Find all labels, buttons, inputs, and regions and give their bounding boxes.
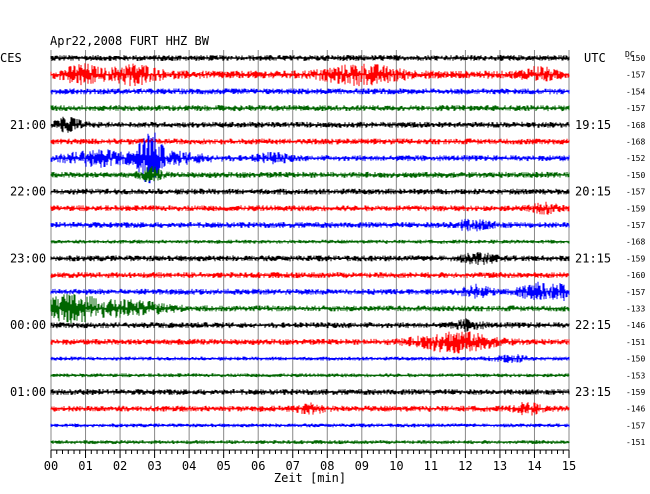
left-timezone-label: CES [0,51,22,65]
dc-offset-label-22: -157 [626,421,645,430]
dc-offset-label-14: -157 [626,288,645,297]
right-hour-label-4: 23:15 [575,385,611,399]
right-hour-label-3: 22:15 [575,318,611,332]
right-timezone-label: UTC [584,51,606,65]
x-tick-label-3: 03 [147,459,161,473]
x-tick-label-11: 11 [424,459,438,473]
dc-offset-label-5: -168 [626,138,645,147]
dc-offset-label-23: -151 [626,438,645,447]
seismogram-traces [50,55,570,445]
dc-offset-label-20: -159 [626,388,645,397]
left-hour-label-3: 00:00 [10,318,46,332]
dc-offset-label-9: -159 [626,204,645,213]
right-hour-label-0: 19:15 [575,118,611,132]
left-hour-label-4: 01:00 [10,385,46,399]
dc-header-label: DC [625,50,635,59]
dc-offset-label-6: -152 [626,154,645,163]
chart-title: Apr22,2008 FURT HHZ BW [50,34,210,48]
left-hour-label-0: 21:00 [10,118,46,132]
dc-offset-label-8: -157 [626,188,645,197]
x-tick-label-8: 08 [320,459,334,473]
x-axis: 00 01 02 03 04 05 06 07 08 09 10 11 12 13 14 15 [44,449,576,473]
grid-lines [50,50,570,450]
dc-offset-label-21: -146 [626,405,645,414]
x-tick-label-5: 05 [216,459,230,473]
dc-offset-label-3: -157 [626,104,645,113]
dc-offset-label-13: -160 [626,271,645,280]
x-tick-label-13: 13 [493,459,507,473]
dc-offset-label-7: -150 [626,171,645,180]
x-axis-label: Zeit [min] [274,471,346,485]
x-tick-label-14: 14 [527,459,541,473]
dc-offset-label-0: -150 [626,54,645,63]
right-hour-label-2: 21:15 [575,251,611,265]
x-tick-label-2: 02 [113,459,127,473]
trace-7 [50,166,570,182]
x-tick-label-1: 01 [78,459,92,473]
dc-offset-label-12: -159 [626,254,645,263]
dc-offset-label-4: -168 [626,121,645,130]
dc-offset-label-1: -157 [626,71,645,80]
dc-offset-label-10: -157 [626,221,645,230]
right-hour-label-1: 20:15 [575,185,611,199]
dc-offset-label-15: -133 [626,305,645,314]
left-hour-label-1: 22:00 [10,185,46,199]
x-tick-label-6: 06 [251,459,265,473]
x-tick-label-12: 12 [458,459,472,473]
dc-offset-label-11: -168 [626,238,645,247]
x-tick-label-15: 15 [562,459,576,473]
x-tick-label-9: 09 [355,459,369,473]
x-tick-label-7: 07 [286,459,300,473]
x-tick-label-0: 00 [44,459,58,473]
dc-offset-label-19: -153 [626,371,645,380]
dc-offset-label-16: -146 [626,321,645,330]
dc-offset-label-2: -154 [626,87,645,96]
x-tick-label-4: 04 [182,459,196,473]
left-hour-label-2: 23:00 [10,251,46,265]
dc-offset-label-17: -151 [626,338,645,347]
dc-offset-label-18: -150 [626,355,645,364]
x-tick-label-10: 10 [389,459,403,473]
row-labels: -150 -157 -154 -157 -168 -168 -152 -150 -157 -159… [10,54,645,447]
